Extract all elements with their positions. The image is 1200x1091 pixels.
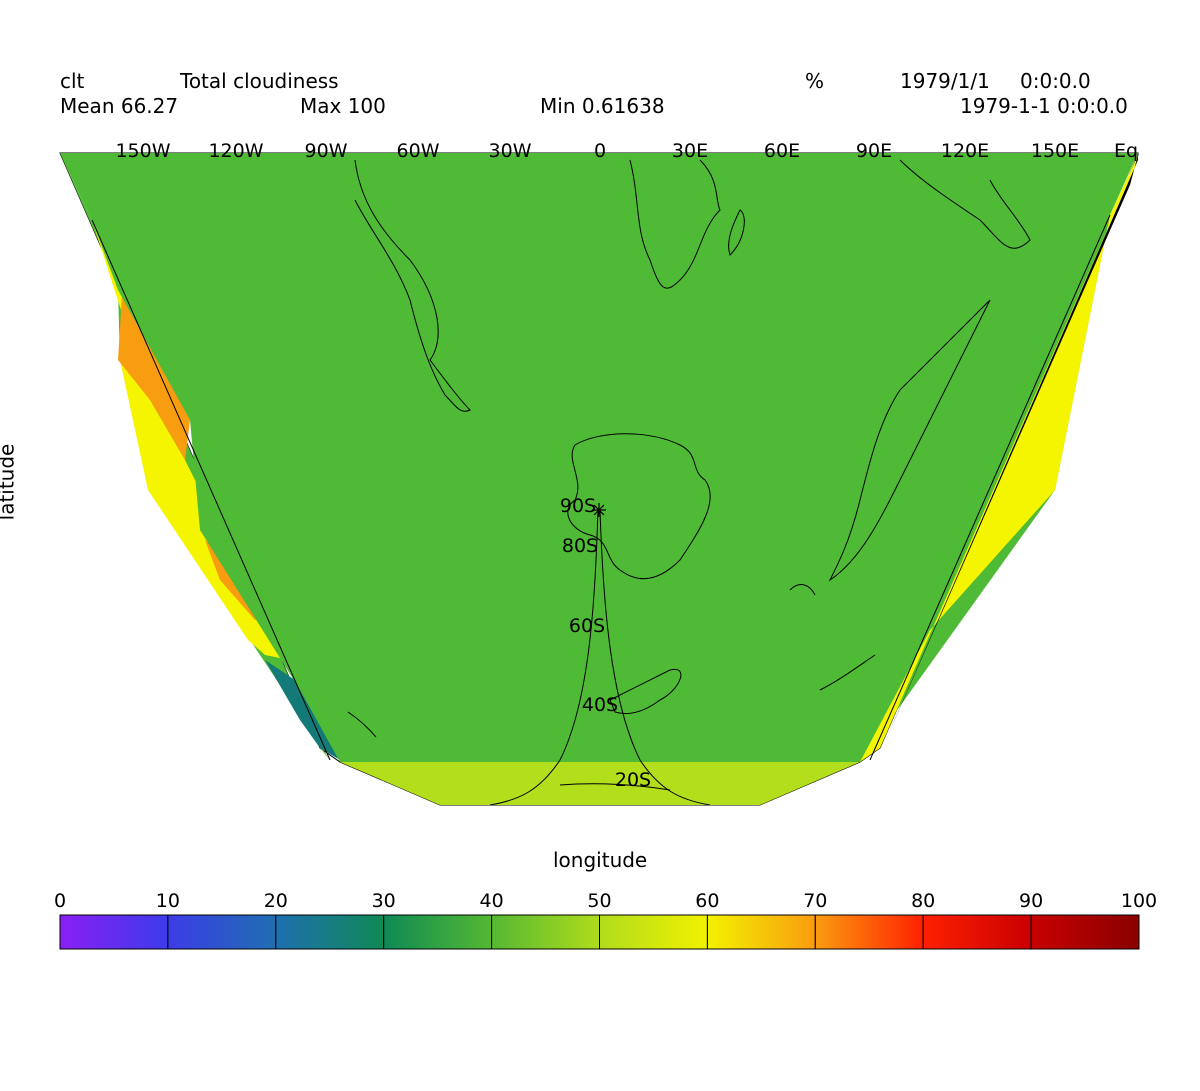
colorbar-tick-60: 60 bbox=[695, 890, 719, 912]
colorbar-tick-70: 70 bbox=[803, 890, 827, 912]
colorbar-ticks: 0 10 20 30 40 50 60 70 80 90 100 bbox=[54, 890, 1157, 912]
colorbar-segment-9 bbox=[1030, 914, 1140, 950]
colorbar-tick-50: 50 bbox=[587, 890, 611, 912]
colorbar-segment-8 bbox=[922, 914, 1032, 950]
graticule bbox=[91, 214, 1111, 806]
right-boundary-line bbox=[869, 214, 1111, 761]
colorbar-segment-7 bbox=[814, 914, 924, 950]
colorbar-tick-10: 10 bbox=[156, 890, 180, 912]
lat-label-40s: 40S bbox=[582, 694, 618, 716]
colorbar-tick-90: 90 bbox=[1019, 890, 1043, 912]
colorbar-segment-0 bbox=[59, 914, 169, 950]
lon-label-30e: 30E bbox=[672, 140, 708, 162]
timestamp-label: 1979-1-1 0:0:0.0 bbox=[960, 94, 1128, 118]
coastline-madagascar bbox=[728, 209, 745, 256]
main-field bbox=[60, 153, 1138, 762]
mean-stat: Mean 66.27 bbox=[60, 94, 179, 118]
colorbar-segment-5 bbox=[599, 914, 708, 950]
lon-label-30w: 30W bbox=[489, 140, 532, 162]
lat-label-80s: 80S bbox=[562, 535, 598, 557]
colorbar-tick-80: 80 bbox=[911, 890, 935, 912]
date-label: 1979/1/1 bbox=[900, 69, 990, 93]
left-edge-teal bbox=[265, 660, 340, 760]
variable-name: clt bbox=[60, 69, 85, 93]
coastline-asia bbox=[828, 299, 991, 582]
lat-label-90s: 90S bbox=[560, 495, 596, 517]
left-edge-orange bbox=[118, 295, 190, 460]
colorbar bbox=[59, 914, 1140, 950]
colorbar-tick-0: 0 bbox=[54, 890, 66, 912]
coastline-australia bbox=[609, 668, 682, 714]
colorbar-tick-40: 40 bbox=[480, 890, 504, 912]
lon-label-eq: Eq bbox=[1114, 140, 1138, 162]
lon-label-60w: 60W bbox=[397, 140, 440, 162]
units-label: % bbox=[805, 69, 825, 93]
colorbar-segment-6 bbox=[706, 914, 816, 950]
left-edge-green bbox=[60, 153, 330, 760]
latitude-labels: 90S 80S 60S 40S 20S bbox=[560, 495, 651, 791]
colorbar-segment-1 bbox=[167, 914, 277, 950]
colorbar-segment-2 bbox=[275, 914, 385, 950]
lon-label-120w: 120W bbox=[208, 140, 263, 162]
coastline-africa bbox=[629, 159, 721, 289]
x-axis-label: longitude bbox=[553, 848, 648, 872]
max-stat: Max 100 bbox=[300, 94, 386, 118]
coastline-islands bbox=[347, 584, 876, 738]
lon-label-90e: 90E bbox=[856, 140, 892, 162]
lon-label-0: 0 bbox=[594, 140, 606, 162]
left-boundary-line bbox=[91, 219, 331, 761]
colorbar-tick-100: 100 bbox=[1121, 890, 1157, 912]
coastline-south-america bbox=[354, 159, 471, 412]
coastline-east-asia bbox=[899, 159, 1031, 249]
lon-label-60e: 60E bbox=[764, 140, 800, 162]
coastlines bbox=[347, 159, 1031, 791]
colorbar-tick-20: 20 bbox=[264, 890, 288, 912]
lon-label-90w: 90W bbox=[305, 140, 348, 162]
left-edge-yellow-2 bbox=[150, 400, 200, 510]
lat-label-60s: 60S bbox=[569, 615, 605, 637]
variable-long-name: Total cloudiness bbox=[180, 69, 339, 93]
lon-label-150e: 150E bbox=[1031, 140, 1079, 162]
colorbar-segment-3 bbox=[383, 914, 493, 950]
colorbar-segment-4 bbox=[491, 914, 601, 950]
meridian-right bbox=[599, 509, 711, 806]
pole-marker bbox=[592, 503, 606, 517]
longitude-labels: 150W 120W 90W 60W 30W 0 30E 60E 90E 120E 150E Eq bbox=[115, 140, 1138, 162]
coastline-antarctica bbox=[567, 433, 711, 580]
colorbar-tick-30: 30 bbox=[372, 890, 396, 912]
lat-label-20s: 20S bbox=[615, 769, 651, 791]
coastline-new-zealand bbox=[559, 783, 671, 791]
meridian-left bbox=[489, 509, 599, 806]
lon-label-150w: 150W bbox=[115, 140, 170, 162]
min-stat: Min 0.61638 bbox=[540, 94, 665, 118]
time-label: 0:0:0.0 bbox=[1020, 69, 1091, 93]
lon-label-120e: 120E bbox=[941, 140, 989, 162]
